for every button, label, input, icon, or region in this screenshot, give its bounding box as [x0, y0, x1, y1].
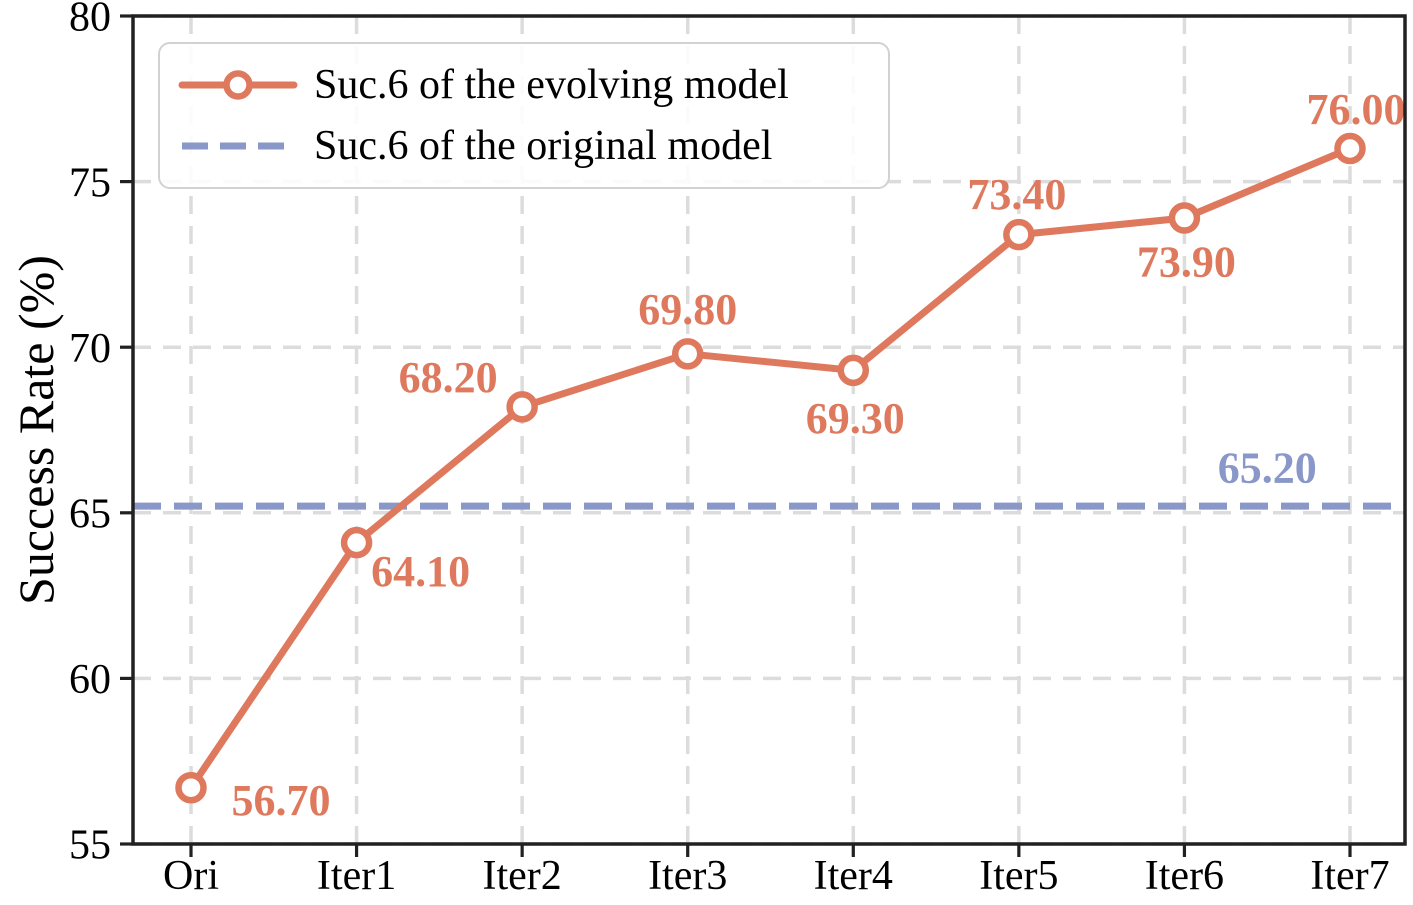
data-point-Iter2 [506, 391, 538, 423]
legend-dashed-line-icon [182, 142, 294, 150]
x-tick-label-Iter6: Iter6 [1145, 853, 1224, 899]
legend-item-original: Suc.6 of the original model [178, 122, 870, 170]
x-tick-label-Iter7: Iter7 [1310, 853, 1389, 899]
axes-frame [131, 14, 1407, 846]
x-tick-label-Iter4: Iter4 [814, 853, 893, 899]
legend: Suc.6 of the evolving model Suc.6 of the… [158, 42, 890, 189]
data-point-Iter3 [671, 338, 704, 370]
data-point-Iter7 [1334, 132, 1366, 165]
data-label-Iter1: 64.10 [371, 547, 470, 596]
data-point-Iter5 [1003, 218, 1035, 251]
data-label-Iter5: 73.40 [967, 170, 1066, 219]
y-tick-label-80: 80 [69, 0, 111, 41]
x-tick-label-Iter5: Iter5 [979, 853, 1058, 899]
data-label-Iter3: 69.80 [638, 285, 737, 334]
x-tick-label-Iter3: Iter3 [648, 853, 727, 899]
y-tick-label-60: 60 [69, 657, 111, 703]
data-label-Iter6: 73.90 [1137, 237, 1236, 286]
legend-evolving-marker [223, 70, 253, 100]
data-point-Ori [175, 771, 207, 804]
legend-label-original: Suc.6 of the original model [314, 123, 773, 169]
data-label-Iter2: 68.20 [399, 353, 498, 402]
legend-item-evolving: Suc.6 of the evolving model [178, 61, 870, 109]
data-label-Iter4: 69.30 [806, 394, 905, 443]
series-line-evolving [187, 144, 1354, 792]
x-tick-label-Iter2: Iter2 [482, 853, 561, 899]
data-point-Iter6 [1168, 202, 1201, 234]
data-label-Ori: 56.70 [232, 776, 331, 825]
y-tick-label-65: 65 [69, 492, 111, 538]
x-tick-label-Ori: Ori [163, 853, 219, 899]
legend-line-circle-icon [178, 70, 298, 100]
y-axis-title: Success Rate (%) [8, 255, 64, 605]
y-tick-label-70: 70 [69, 326, 111, 372]
y-tick-label-75: 75 [69, 160, 111, 206]
legend-label-evolving: Suc.6 of the evolving model [314, 62, 789, 108]
data-point-Iter1 [340, 526, 373, 559]
data-point-Iter4 [837, 354, 870, 387]
data-label-Iter7: 76.00 [1307, 85, 1406, 134]
baseline-value-label: 65.20 [1218, 444, 1317, 493]
y-tick-label-55: 55 [69, 823, 111, 869]
x-tick-label-Iter1: Iter1 [317, 853, 396, 899]
